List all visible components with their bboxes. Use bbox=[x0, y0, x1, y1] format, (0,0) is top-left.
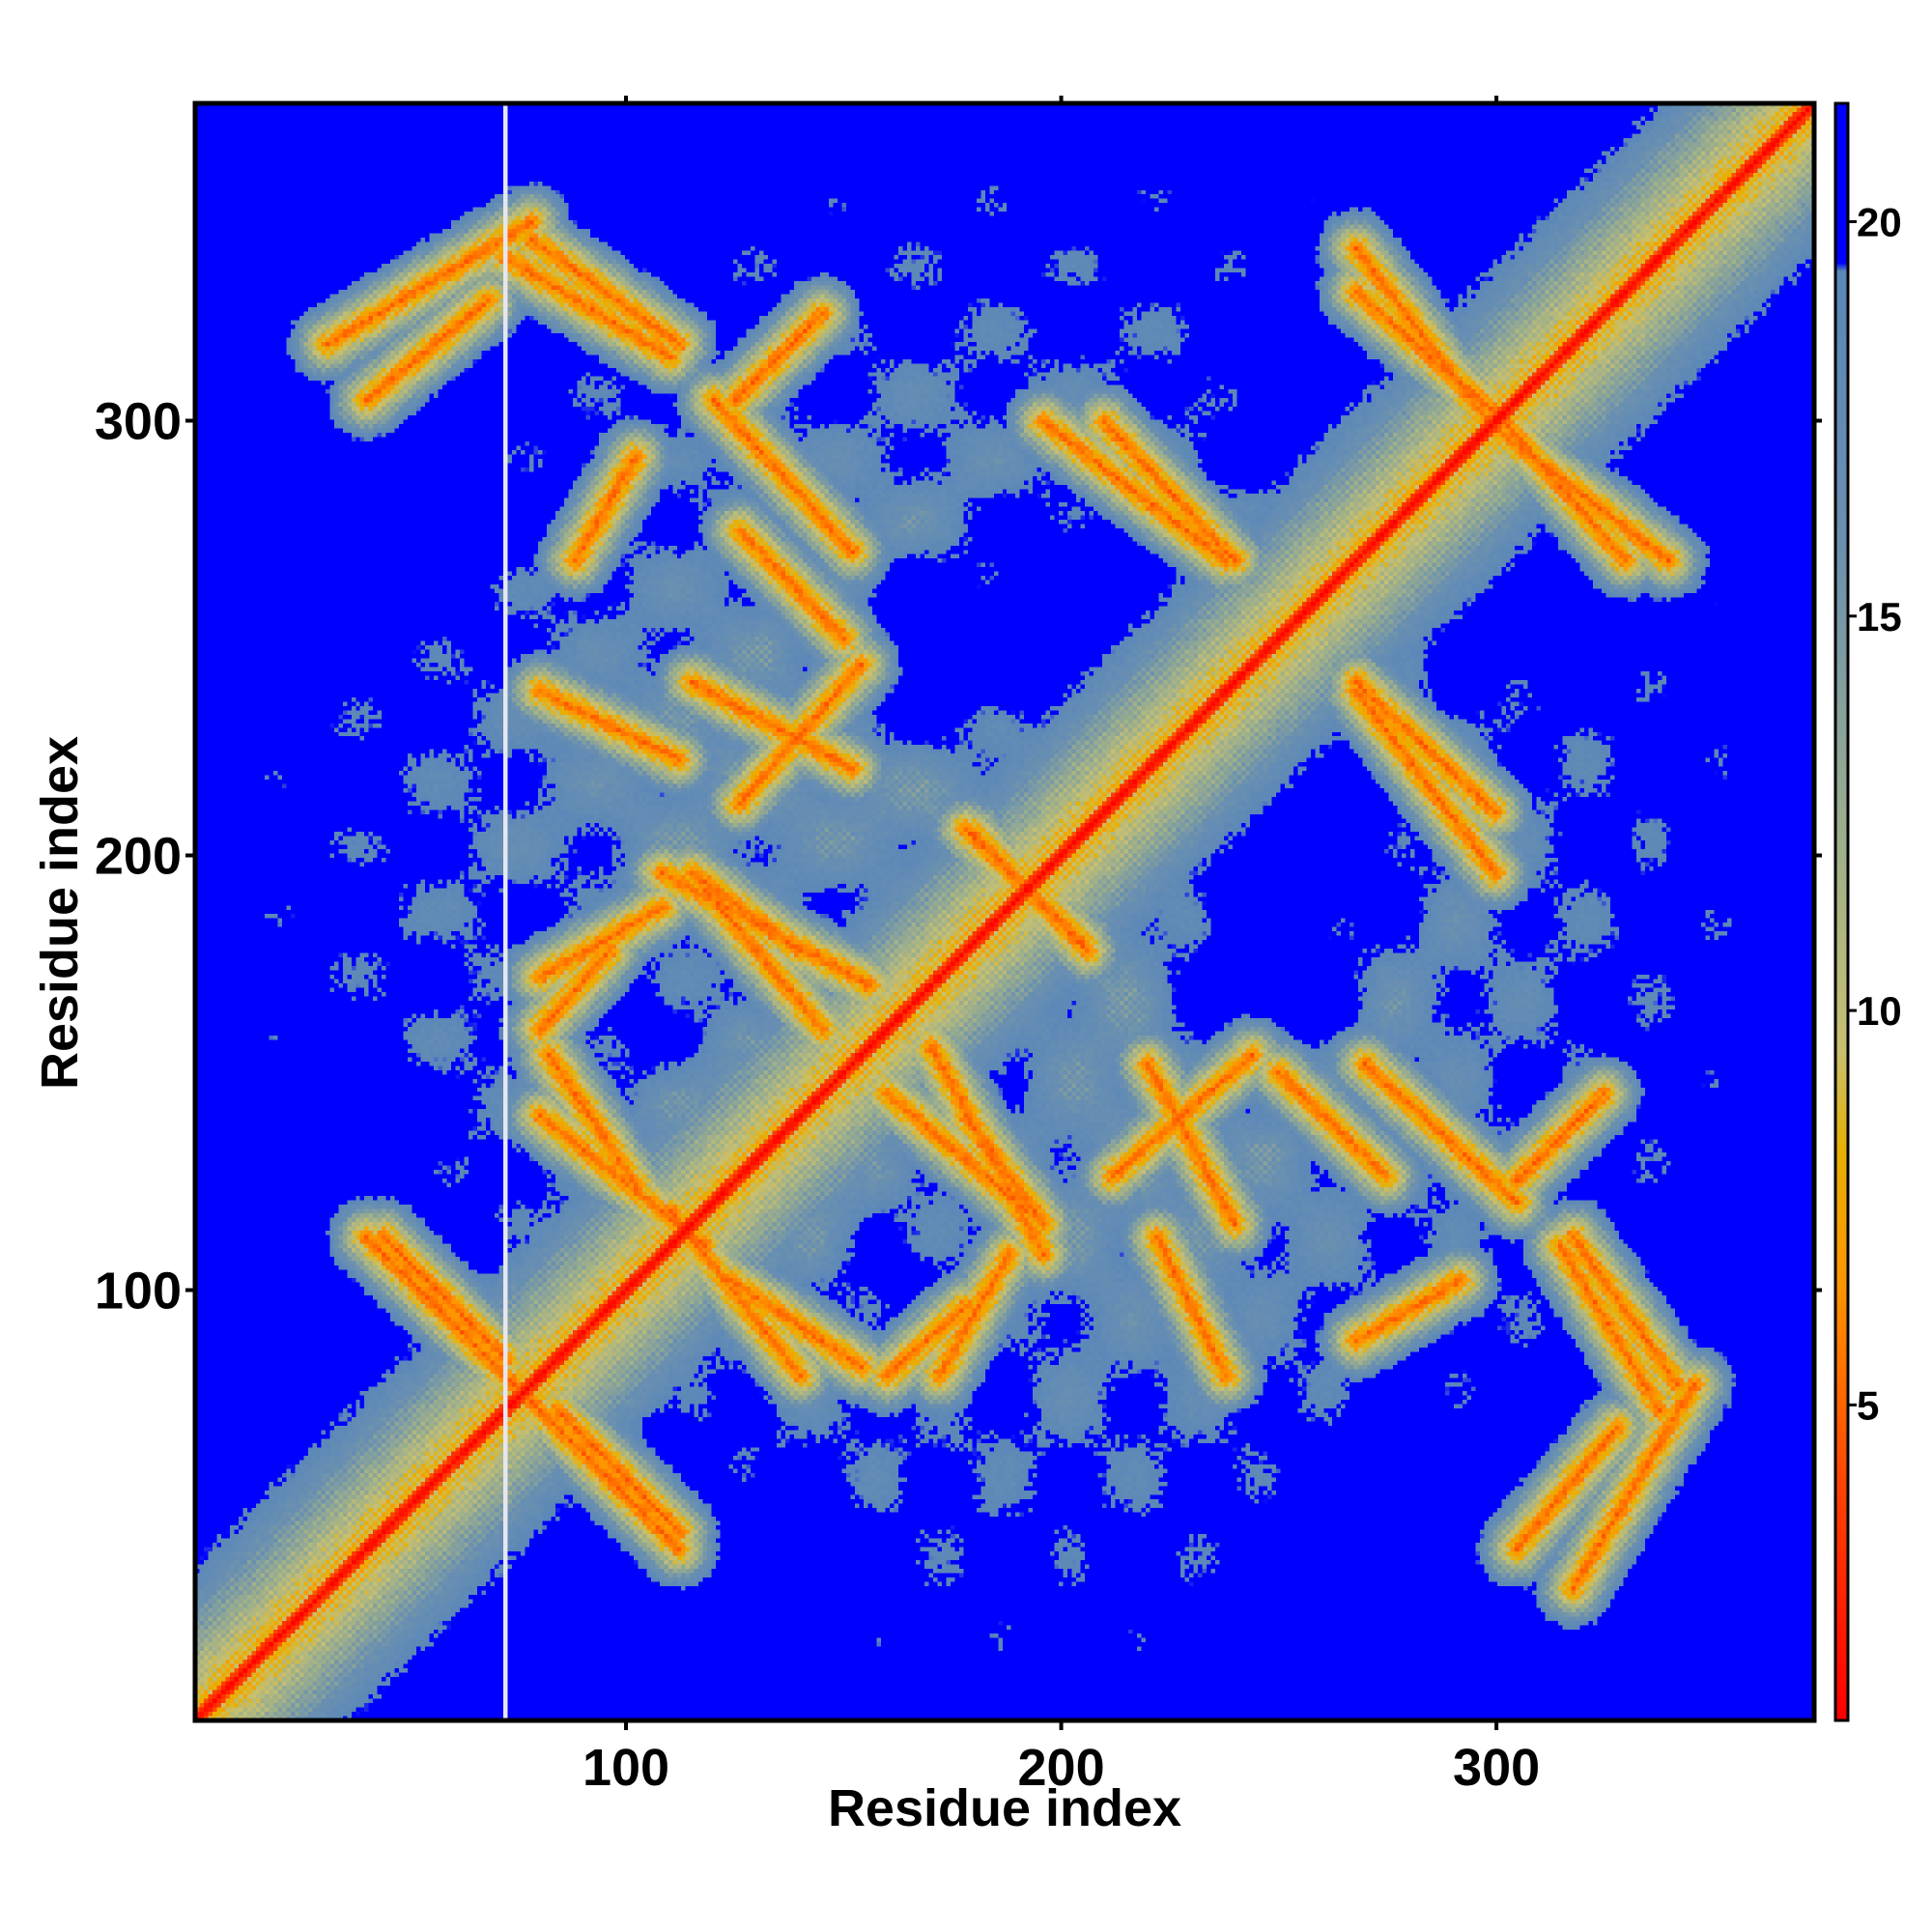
y-axis-ticks: 100 200 300 bbox=[95, 393, 1822, 1321]
colorbar-frame bbox=[1833, 101, 1850, 1722]
x-tick-label: 200 bbox=[1018, 1739, 1105, 1797]
y-tick-label: 100 bbox=[95, 1263, 182, 1321]
distance-heatmap bbox=[195, 103, 1814, 1720]
plot-frame bbox=[192, 100, 1817, 1723]
colorbar-gradient bbox=[1835, 103, 1848, 1720]
x-tick-label: 300 bbox=[1453, 1739, 1540, 1797]
y-tick-label: 300 bbox=[95, 393, 182, 451]
x-tick-label: 100 bbox=[582, 1739, 669, 1797]
y-axis-label: Residue index bbox=[31, 736, 89, 1090]
x-axis-label: Residue index bbox=[828, 1779, 1181, 1837]
colorbar-tick-label: 15 bbox=[1857, 594, 1902, 639]
colorbar-tick-label: 5 bbox=[1857, 1382, 1879, 1428]
colorbar-tick-label: 10 bbox=[1857, 988, 1902, 1034]
colorbar-ticks: 5 10 15 20 bbox=[1848, 199, 1902, 1428]
y-tick-label: 200 bbox=[95, 828, 182, 886]
colorbar-tick-label: 20 bbox=[1857, 199, 1902, 244]
x-axis-ticks: 100 200 300 bbox=[582, 96, 1540, 1797]
